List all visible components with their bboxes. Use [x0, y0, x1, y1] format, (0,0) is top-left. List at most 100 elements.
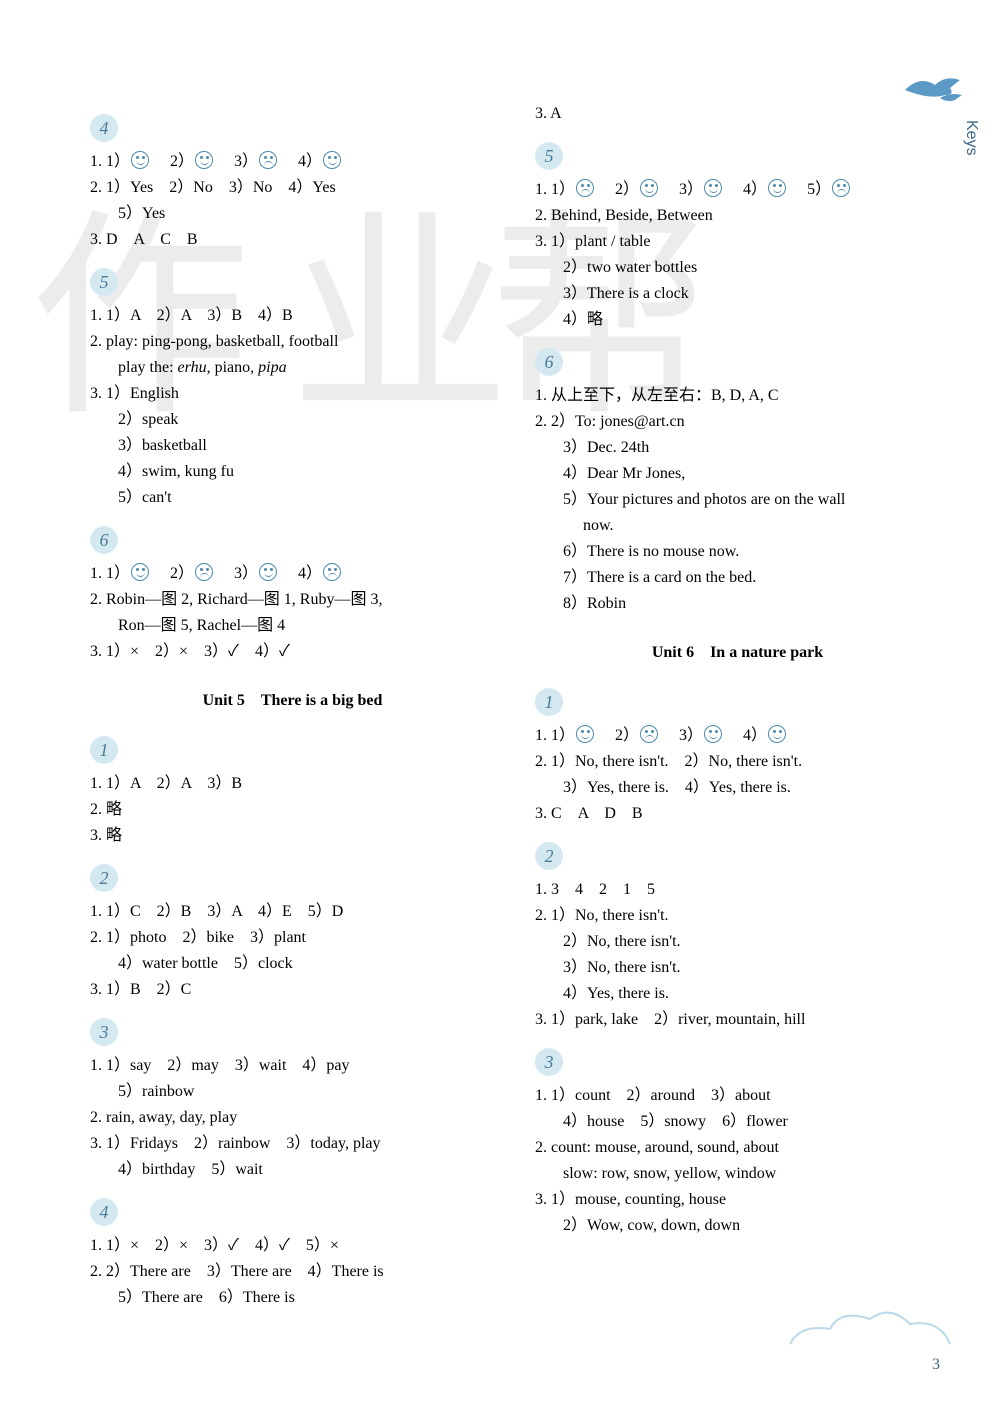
- section-badge-1r: 1: [535, 688, 563, 716]
- text: 4）: [727, 727, 767, 744]
- section-badge-2: 2: [90, 864, 118, 892]
- text: 1. 1）: [535, 727, 575, 744]
- answer-line: Ron—图 5, Rachel—图 4: [90, 614, 495, 638]
- text: 3）: [218, 153, 258, 170]
- sad-icon: [832, 179, 850, 197]
- answer-line: 1. 3 4 2 1 5: [535, 878, 940, 902]
- answer-line: 2）two water bottles: [535, 256, 940, 280]
- unit-title: Unit 6 In a nature park: [535, 638, 940, 662]
- answer-line: 2）No, there isn't.: [535, 930, 940, 954]
- text: 4）: [282, 565, 322, 582]
- answer-line: 3）There is a clock: [535, 282, 940, 306]
- answer-line: 1. 1） 2） 3） 4）: [90, 562, 495, 586]
- text: 4）: [727, 181, 767, 198]
- text: 3）: [218, 565, 258, 582]
- answer-line: 6）There is no mouse now.: [535, 540, 940, 564]
- page-number: 3: [932, 1356, 940, 1374]
- answer-line: 1. 1）say 2）may 3）wait 4）pay: [90, 1054, 495, 1078]
- answer-line: 1. 1）C 2）B 3）A 4）E 5）D: [90, 900, 495, 924]
- answer-line: 2. Behind, Beside, Between: [535, 204, 940, 228]
- answer-line: 4）Dear Mr Jones,: [535, 462, 940, 486]
- smile-icon: [704, 725, 722, 743]
- italic-text: pipa: [258, 359, 286, 376]
- answer-line: 2. rain, away, day, play: [90, 1106, 495, 1130]
- answer-line: now.: [535, 514, 940, 538]
- unit-title: Unit 5 There is a big bed: [90, 686, 495, 710]
- answer-line: 1. 1）count 2）around 3）about: [535, 1084, 940, 1108]
- answer-line: 1. 1） 2） 3） 4）: [535, 724, 940, 748]
- answer-line: 3）Yes, there is. 4）Yes, there is.: [535, 776, 940, 800]
- italic-text: erhu: [178, 359, 207, 376]
- answer-line: 8）Robin: [535, 592, 940, 616]
- text: 2）: [599, 181, 639, 198]
- answer-line: 3. 1）mouse, counting, house: [535, 1188, 940, 1212]
- answer-line: 4）house 5）snowy 6）flower: [535, 1110, 940, 1134]
- answer-line: 5）There are 6）There is: [90, 1286, 495, 1310]
- sad-icon: [640, 725, 658, 743]
- answer-line: 5）rainbow: [90, 1080, 495, 1104]
- right-column: 3. A 5 1. 1） 2） 3） 4） 5） 2. Behind, Besi…: [535, 100, 940, 1312]
- answer-line: 2. 2）To: jones@art.cn: [535, 410, 940, 434]
- answer-line: 3. 1）× 2）× 3）✓ 4）✓: [90, 640, 495, 664]
- answer-line: 3）basketball: [90, 434, 495, 458]
- text: 2）: [154, 565, 194, 582]
- text: 1. 1）: [90, 153, 130, 170]
- section-badge-6: 6: [90, 526, 118, 554]
- answer-line: 1. 从上至下，从左至右：B, D, A, C: [535, 384, 940, 408]
- answer-line: 3. 1）English: [90, 382, 495, 406]
- text: 3）: [663, 181, 703, 198]
- answer-line: 4）birthday 5）wait: [90, 1158, 495, 1182]
- page-content: 4 1. 1） 2） 3） 4） 2. 1）Yes 2）No 3）No 4）Ye…: [0, 0, 1000, 1352]
- text: 1. 1）: [90, 565, 130, 582]
- answer-line: 4）Yes, there is.: [535, 982, 940, 1006]
- text: 5）: [791, 181, 831, 198]
- smile-icon: [640, 179, 658, 197]
- answer-line: 3. 1）plant / table: [535, 230, 940, 254]
- answer-line: 2. 略: [90, 798, 495, 822]
- answer-line: 2. 1）No, there isn't.: [535, 904, 940, 928]
- sad-icon: [195, 563, 213, 581]
- answer-line: 2）Wow, cow, down, down: [535, 1214, 940, 1238]
- answer-line: 2. 1）No, there isn't. 2）No, there isn't.: [535, 750, 940, 774]
- answer-line: 4）略: [535, 308, 940, 332]
- answer-line: 4）swim, kung fu: [90, 460, 495, 484]
- smile-icon: [131, 563, 149, 581]
- answer-line: 2. play: ping-pong, basketball, football: [90, 330, 495, 354]
- smile-icon: [323, 151, 341, 169]
- smile-icon: [576, 725, 594, 743]
- section-badge-5r: 5: [535, 142, 563, 170]
- answer-line: 3）Dec. 24th: [535, 436, 940, 460]
- section-badge-6r: 6: [535, 348, 563, 376]
- section-badge-2r: 2: [535, 842, 563, 870]
- smile-icon: [195, 151, 213, 169]
- answer-line: 3）No, there isn't.: [535, 956, 940, 980]
- smile-icon: [768, 179, 786, 197]
- section-badge-4b: 4: [90, 1198, 118, 1226]
- smile-icon: [768, 725, 786, 743]
- answer-line: 3. D A C B: [90, 228, 495, 252]
- text: 2）: [599, 727, 639, 744]
- sad-icon: [576, 179, 594, 197]
- answer-line: 1. 1）A 2）A 3）B 4）B: [90, 304, 495, 328]
- answer-line: 1. 1）× 2）× 3）✓ 4）✓ 5）×: [90, 1234, 495, 1258]
- answer-line: 2）speak: [90, 408, 495, 432]
- text: 3）: [663, 727, 703, 744]
- text: 4）: [282, 153, 322, 170]
- answer-line: 2. Robin—图 2, Richard—图 1, Ruby—图 3,: [90, 588, 495, 612]
- answer-line: 3. 1）Fridays 2）rainbow 3）today, play: [90, 1132, 495, 1156]
- answer-line: 3. A: [535, 102, 940, 126]
- section-badge-3r: 3: [535, 1048, 563, 1076]
- answer-line: 3. C A D B: [535, 802, 940, 826]
- sad-icon: [323, 563, 341, 581]
- answer-line: play the: erhu, piano, pipa: [90, 356, 495, 380]
- answer-line: slow: row, snow, yellow, window: [535, 1162, 940, 1186]
- answer-line: 2. 1）photo 2）bike 3）plant: [90, 926, 495, 950]
- answer-line: 3. 略: [90, 824, 495, 848]
- answer-line: 4）water bottle 5）clock: [90, 952, 495, 976]
- answer-line: 5）Yes: [90, 202, 495, 226]
- smile-icon: [131, 151, 149, 169]
- answer-line: 1. 1） 2） 3） 4） 5）: [535, 178, 940, 202]
- text: play the:: [118, 359, 178, 376]
- smile-icon: [704, 179, 722, 197]
- answer-line: 3. 1）park, lake 2）river, mountain, hill: [535, 1008, 940, 1032]
